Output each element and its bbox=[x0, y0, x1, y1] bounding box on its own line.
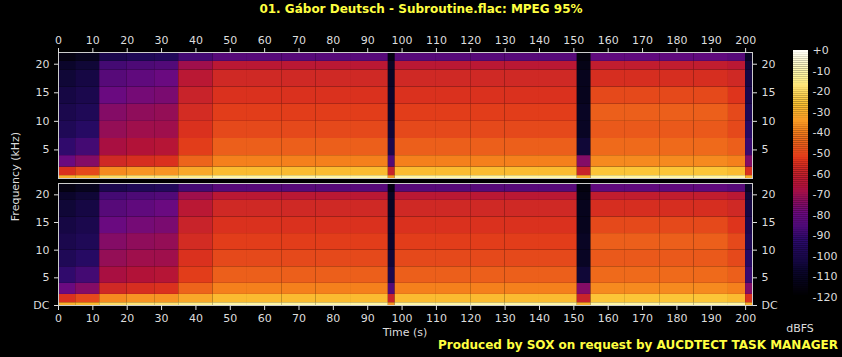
svg-text:5: 5 bbox=[43, 271, 50, 284]
svg-text:30: 30 bbox=[155, 34, 169, 47]
svg-text:190: 190 bbox=[701, 34, 722, 47]
svg-text:-10: -10 bbox=[813, 65, 831, 78]
svg-text:40: 40 bbox=[189, 34, 203, 47]
svg-text:180: 180 bbox=[666, 34, 687, 47]
svg-text:110: 110 bbox=[426, 34, 447, 47]
svg-text:100: 100 bbox=[392, 312, 413, 325]
svg-text:+0: +0 bbox=[813, 44, 829, 57]
svg-text:130: 130 bbox=[495, 34, 516, 47]
svg-text:-120: -120 bbox=[813, 291, 838, 304]
svg-text:190: 190 bbox=[701, 312, 722, 325]
svg-text:5: 5 bbox=[762, 143, 769, 156]
svg-text:-20: -20 bbox=[813, 85, 831, 98]
svg-text:110: 110 bbox=[426, 312, 447, 325]
svg-text:10: 10 bbox=[36, 115, 50, 128]
svg-text:-70: -70 bbox=[813, 188, 831, 201]
svg-text:10: 10 bbox=[86, 312, 100, 325]
svg-text:80: 80 bbox=[326, 34, 340, 47]
svg-text:30: 30 bbox=[155, 312, 169, 325]
svg-text:10: 10 bbox=[762, 244, 776, 257]
svg-text:80: 80 bbox=[326, 312, 340, 325]
svg-text:DC: DC bbox=[33, 299, 49, 312]
svg-text:60: 60 bbox=[258, 312, 272, 325]
html-text:dBFS: dBFS bbox=[786, 322, 814, 335]
svg-text:170: 170 bbox=[632, 312, 653, 325]
svg-text:-30: -30 bbox=[813, 106, 831, 119]
svg-text:-90: -90 bbox=[813, 229, 831, 242]
svg-text:90: 90 bbox=[361, 312, 375, 325]
svg-text:100: 100 bbox=[392, 34, 413, 47]
svg-text:130: 130 bbox=[495, 312, 516, 325]
svg-text:40: 40 bbox=[189, 312, 203, 325]
svg-text:5: 5 bbox=[43, 143, 50, 156]
svg-text:-110: -110 bbox=[813, 270, 838, 283]
svg-text:180: 180 bbox=[666, 312, 687, 325]
svg-text:90: 90 bbox=[361, 34, 375, 47]
svg-text:15: 15 bbox=[762, 216, 776, 229]
svg-text:160: 160 bbox=[598, 312, 619, 325]
svg-text:70: 70 bbox=[292, 312, 306, 325]
svg-text:150: 150 bbox=[563, 312, 584, 325]
html-text:Time (s): Time (s) bbox=[382, 326, 428, 339]
svg-text:200: 200 bbox=[735, 312, 756, 325]
svg-text:20: 20 bbox=[120, 312, 134, 325]
svg-text:20: 20 bbox=[120, 34, 134, 47]
svg-text:-50: -50 bbox=[813, 147, 831, 160]
svg-text:20: 20 bbox=[762, 58, 776, 71]
svg-text:15: 15 bbox=[36, 86, 50, 99]
svg-text:-100: -100 bbox=[813, 250, 838, 263]
svg-text:140: 140 bbox=[529, 34, 550, 47]
svg-text:50: 50 bbox=[223, 312, 237, 325]
svg-text:70: 70 bbox=[292, 34, 306, 47]
svg-text:-80: -80 bbox=[813, 209, 831, 222]
svg-text:0: 0 bbox=[55, 312, 62, 325]
svg-text:20: 20 bbox=[36, 188, 50, 201]
svg-text:10: 10 bbox=[86, 34, 100, 47]
svg-text:-40: -40 bbox=[813, 126, 831, 139]
svg-text:DC: DC bbox=[762, 299, 778, 312]
svg-text:200: 200 bbox=[735, 34, 756, 47]
svg-text:0: 0 bbox=[55, 34, 62, 47]
svg-text:20: 20 bbox=[762, 188, 776, 201]
svg-text:60: 60 bbox=[258, 34, 272, 47]
html-text:Frequency (kHz): Frequency (kHz) bbox=[8, 131, 22, 222]
svg-text:-60: -60 bbox=[813, 168, 831, 181]
svg-text:50: 50 bbox=[223, 34, 237, 47]
svg-text:150: 150 bbox=[563, 34, 584, 47]
svg-text:160: 160 bbox=[598, 34, 619, 47]
html-text:Produced by SOX on request by: Produced by SOX on request by AUCDTECT T… bbox=[438, 338, 838, 352]
html-text:01. Gábor Deutsch - Subroutine: 01. Gábor Deutsch - Subroutine.flac: MPE… bbox=[259, 2, 583, 16]
svg-text:10: 10 bbox=[762, 115, 776, 128]
svg-text:5: 5 bbox=[762, 271, 769, 284]
svg-text:10: 10 bbox=[36, 244, 50, 257]
svg-text:15: 15 bbox=[36, 216, 50, 229]
svg-text:120: 120 bbox=[460, 34, 481, 47]
svg-text:15: 15 bbox=[762, 86, 776, 99]
svg-text:170: 170 bbox=[632, 34, 653, 47]
svg-text:120: 120 bbox=[460, 312, 481, 325]
svg-text:20: 20 bbox=[36, 58, 50, 71]
svg-text:140: 140 bbox=[529, 312, 550, 325]
